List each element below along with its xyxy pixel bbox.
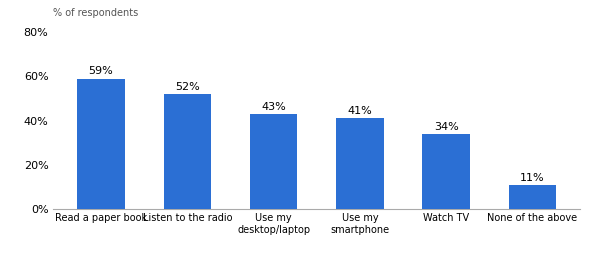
Bar: [423, 134, 470, 209]
Text: 34%: 34%: [434, 122, 459, 132]
Bar: [509, 185, 556, 209]
Text: 11%: 11%: [520, 173, 545, 183]
Text: 41%: 41%: [348, 106, 372, 116]
Text: 43%: 43%: [261, 102, 286, 112]
Text: 59%: 59%: [89, 66, 113, 76]
Bar: [77, 79, 125, 209]
Bar: [163, 94, 211, 209]
Text: % of respondents: % of respondents: [53, 8, 139, 18]
Bar: [250, 114, 297, 209]
Text: 52%: 52%: [175, 82, 200, 92]
Bar: [336, 118, 384, 209]
